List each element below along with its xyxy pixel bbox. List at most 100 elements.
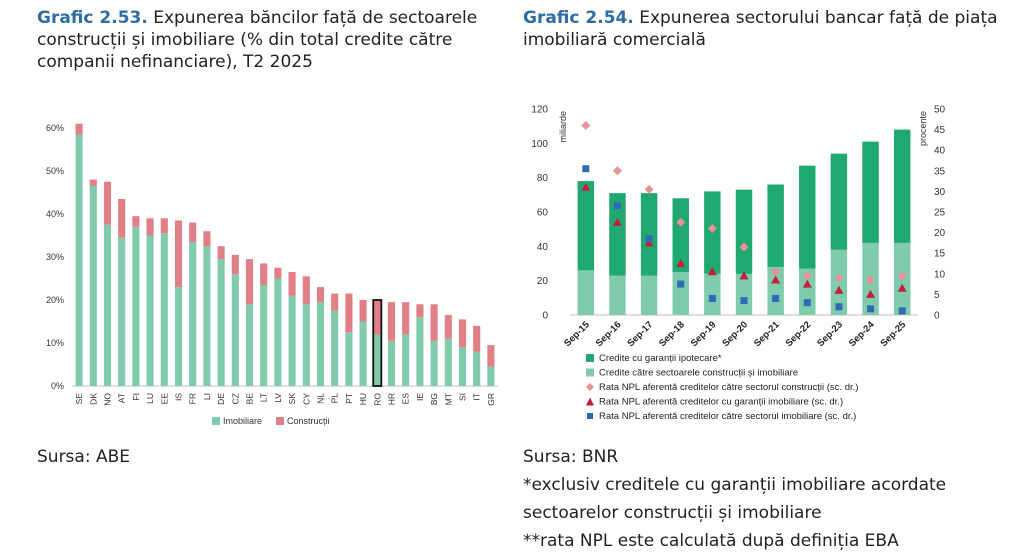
y-tick-label: 0% — [51, 381, 64, 391]
y2-axis-label: procente — [918, 111, 928, 146]
y-tick-label: 120 — [531, 105, 548, 116]
right-note-1: *exclusiv creditele cu garanții imobilia… — [523, 475, 947, 495]
y2-tick-label: 5 — [934, 290, 940, 301]
bar-imobiliare-de — [217, 259, 225, 386]
y2-tick-label: 15 — [934, 249, 946, 260]
legend-label: Credite cu garanții ipotecare* — [599, 353, 722, 364]
bar-imobiliare-ee — [160, 233, 168, 386]
x-tick-label: LV — [273, 393, 283, 403]
x-tick-label: HU — [358, 393, 368, 405]
bar-constructii-at — [118, 198, 126, 238]
x-tick-label: BE — [245, 393, 255, 405]
legend-label: Rata NPL aferentă creditelor cu garanții… — [599, 397, 843, 408]
bar-constructii-be — [245, 259, 254, 305]
left-chart: 0% 10% 20% 30% 40% 50% 60% SE DK NO AT FI LU EE IS FR LI… — [46, 123, 498, 426]
bar-credite-constructii-sep-15 — [577, 270, 595, 315]
bar-imobiliare-lu — [146, 235, 154, 386]
legend-swatch-npl-garantii — [586, 397, 594, 406]
x-tick-label: Sep-18 — [657, 319, 687, 349]
bar-imobiliare-gr — [487, 366, 495, 386]
bar-credite-ipotecare-sep-25 — [893, 129, 911, 243]
bar-imobiliare-fi — [132, 226, 140, 386]
x-tick-label: CZ — [230, 393, 240, 404]
x-tick-label: MT — [443, 393, 453, 405]
bar-credite-ipotecare-sep-20 — [735, 189, 753, 274]
legend-label: Rata NPL aferentă creditelor către secto… — [599, 382, 858, 393]
bar-imobiliare-fr — [189, 241, 197, 386]
bar-imobiliare-nl — [316, 302, 325, 386]
point-npl-constructii-sep-19 — [707, 223, 717, 233]
bar-imobiliare-hu — [359, 321, 367, 386]
bar-imobiliare-cz — [231, 274, 239, 386]
bar-constructii-ro — [373, 300, 381, 335]
point-npl-garantii-sep-15 — [581, 182, 591, 191]
bar-constructii-is — [174, 220, 183, 288]
x-tick-label: SE — [74, 393, 84, 405]
x-tick-label: NL — [316, 393, 326, 404]
legend-swatch-constructii-imobiliare — [586, 368, 594, 377]
point-npl-imobiliare-sep-22 — [803, 299, 811, 307]
bar-constructii-es — [402, 302, 410, 335]
bar-imobiliare-si — [458, 347, 467, 386]
point-npl-constructii-sep-23 — [834, 273, 844, 283]
bar-constructii-lt — [260, 263, 268, 285]
bar-credite-ipotecare-sep-18 — [672, 198, 689, 273]
bar-constructii-no — [103, 181, 112, 225]
y-tick-label: 40% — [46, 209, 64, 219]
point-npl-garantii-sep-23 — [834, 285, 844, 294]
legend-label-constructii: Construcții — [287, 416, 330, 426]
y-tick-label: 30% — [46, 252, 64, 262]
y2-tick-label: 45 — [934, 125, 946, 136]
point-npl-garantii-sep-21 — [771, 275, 781, 284]
y-tick-label: 0 — [542, 311, 548, 322]
point-npl-constructii-sep-20 — [739, 242, 749, 252]
x-tick-label: CY — [301, 393, 311, 405]
bar-imobiliare-be — [245, 304, 254, 386]
bar-credite-ipotecare-sep-16 — [609, 193, 626, 276]
bar-constructii-se — [75, 123, 83, 135]
point-npl-imobiliare-sep-20 — [740, 297, 748, 305]
point-npl-garantii-sep-16 — [612, 217, 622, 226]
point-npl-garantii-sep-22 — [802, 279, 812, 288]
point-npl-garantii-sep-18 — [676, 259, 686, 267]
bar-constructii-ie — [416, 304, 424, 318]
x-tick-label: RO — [372, 393, 382, 406]
bar-credite-constructii-sep-20 — [735, 273, 753, 315]
bar-credite-ipotecare-sep-15 — [577, 181, 595, 271]
bar-constructii-ee — [160, 218, 168, 234]
x-tick-label: HR — [387, 393, 397, 405]
bar-constructii-dk — [89, 179, 97, 187]
bar-credite-ipotecare-sep-22 — [799, 165, 816, 269]
legend-swatch-imobiliare — [212, 417, 220, 425]
legend-swatch-npl-imobiliare — [587, 413, 593, 419]
legend-label-imobiliare: Imobiliare — [223, 416, 262, 426]
x-tick-label: SK — [287, 393, 297, 405]
bar-constructii-nl — [316, 287, 325, 303]
bar-credite-ipotecare-sep-21 — [767, 184, 784, 267]
y2-tick-label: 20 — [934, 228, 946, 239]
right-note-2: sectoarelor construcții și imobiliare — [523, 503, 822, 523]
point-npl-imobiliare-sep-25 — [898, 307, 906, 315]
point-npl-constructii-sep-18 — [676, 217, 686, 227]
bar-imobiliare-pl — [331, 310, 339, 386]
bar-imobiliare-se — [75, 134, 83, 386]
bar-imobiliare-li — [203, 246, 211, 386]
bar-constructii-it — [473, 325, 481, 352]
bar-imobiliare-mt — [444, 338, 452, 386]
bar-constructii-li — [203, 231, 211, 247]
x-tick-label: IS — [174, 393, 184, 401]
point-npl-garantii-sep-19 — [707, 267, 717, 276]
y2-tick-label: 30 — [934, 187, 946, 198]
x-tick-label: Sep-25 — [878, 319, 908, 349]
bar-imobiliare-is — [174, 287, 183, 386]
bar-constructii-sk — [288, 272, 296, 296]
x-tick-label: NO — [103, 393, 113, 406]
x-tick-label: Sep-21 — [752, 319, 782, 349]
bar-constructii-cy — [302, 276, 310, 305]
bar-constructii-lv — [274, 267, 282, 279]
point-npl-imobiliare-sep-17 — [645, 235, 653, 243]
y2-tick-label: 35 — [934, 166, 946, 177]
bar-constructii-gr — [487, 345, 495, 367]
left-source: Sursa: ABE — [37, 447, 130, 467]
bar-imobiliare-bg — [430, 340, 438, 386]
